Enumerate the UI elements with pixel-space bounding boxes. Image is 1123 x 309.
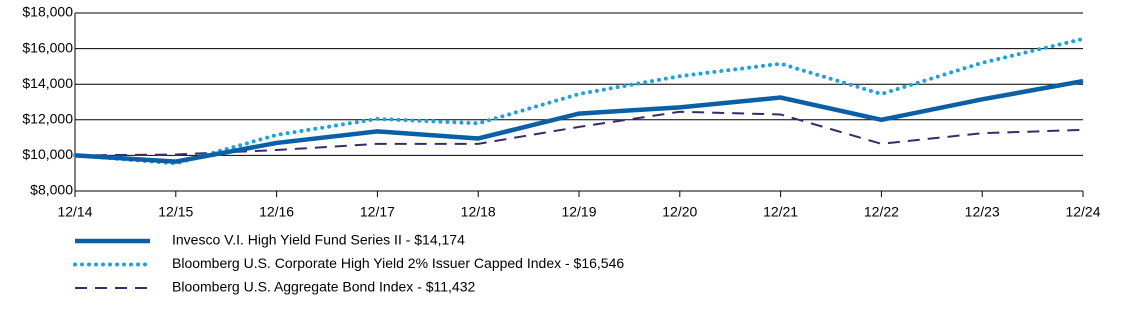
series-line (73, 36, 1085, 166)
y-tick-label: $8,000 (30, 182, 73, 198)
legend-label: Invesco V.I. High Yield Fund Series II -… (172, 232, 465, 248)
x-tick-label: 12/17 (360, 204, 395, 220)
x-tick-label: 12/23 (965, 204, 1000, 220)
x-tick-label: 12/15 (158, 204, 193, 220)
series-line (74, 78, 1084, 164)
y-tick-label: $16,000 (22, 39, 73, 55)
y-tick-label: $14,000 (22, 75, 73, 91)
series-line (74, 110, 1084, 157)
x-tick-label: 12/20 (662, 204, 697, 220)
legend-label: Bloomberg U.S. Aggregate Bond Index - $1… (172, 279, 475, 295)
x-tick-label: 12/16 (259, 204, 294, 220)
x-tick-label: 12/19 (561, 204, 596, 220)
x-tick-label: 12/22 (864, 204, 899, 220)
x-tick-label: 12/18 (461, 204, 496, 220)
x-tick-label: 12/24 (1065, 204, 1100, 220)
legend-label: Bloomberg U.S. Corporate High Yield 2% I… (172, 255, 624, 271)
y-tick-label: $10,000 (22, 146, 73, 162)
y-tick-label: $18,000 (22, 4, 73, 20)
y-tick-label: $12,000 (22, 111, 73, 127)
x-tick-label: 12/14 (57, 204, 92, 220)
x-tick-label: 12/21 (763, 204, 798, 220)
